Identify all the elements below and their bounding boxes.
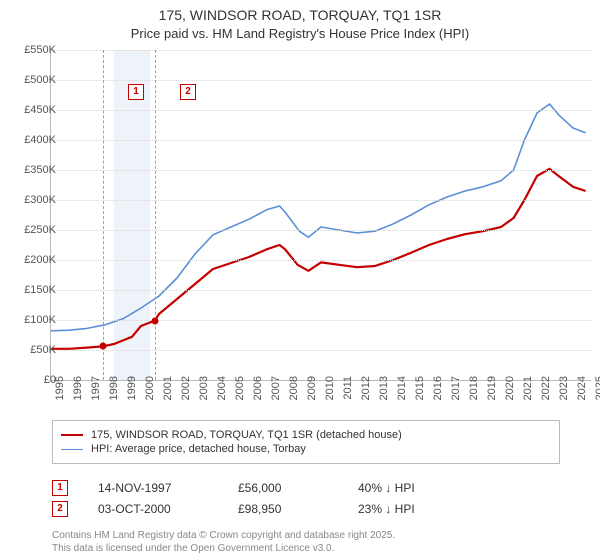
- x-axis-tick-label: 2005: [234, 376, 246, 416]
- sale-date-2: 03-OCT-2000: [98, 502, 208, 516]
- gridline-h: [51, 230, 591, 231]
- x-axis-tick-label: 2025: [594, 376, 600, 416]
- gridline-h: [51, 350, 591, 351]
- y-axis-tick-label: £400K: [24, 134, 56, 146]
- sale-price-2: £98,950: [238, 502, 328, 516]
- gridline-h: [51, 290, 591, 291]
- x-axis-tick-label: 1996: [72, 376, 84, 416]
- legend-item-hpi: HPI: Average price, detached house, Torb…: [61, 443, 551, 455]
- footer-line-1: Contains HM Land Registry data © Crown c…: [52, 530, 395, 543]
- x-axis-tick-label: 2014: [396, 376, 408, 416]
- legend-item-price-paid: 175, WINDSOR ROAD, TORQUAY, TQ1 1SR (det…: [61, 429, 551, 441]
- y-axis-tick-label: £300K: [24, 194, 56, 206]
- series-line-hpi: [51, 104, 586, 331]
- sale-row-2: 2 03-OCT-2000 £98,950 23% ↓ HPI: [52, 501, 542, 517]
- x-axis-tick-label: 2019: [486, 376, 498, 416]
- series-line-price_paid: [51, 169, 586, 349]
- y-axis-tick-label: £350K: [24, 164, 56, 176]
- x-axis-tick-label: 2008: [288, 376, 300, 416]
- x-axis-tick-label: 2016: [432, 376, 444, 416]
- gridline-h: [51, 50, 591, 51]
- x-axis-tick-label: 2020: [504, 376, 516, 416]
- x-axis-tick-label: 1998: [108, 376, 120, 416]
- y-axis-tick-label: £200K: [24, 254, 56, 266]
- x-axis-tick-label: 1997: [90, 376, 102, 416]
- x-axis-tick-label: 2004: [216, 376, 228, 416]
- sale-hpi-delta-1: 40% ↓ HPI: [358, 481, 415, 495]
- sale-marker-2: 2: [52, 501, 68, 517]
- legend-label-hpi: HPI: Average price, detached house, Torb…: [91, 443, 306, 455]
- x-axis-tick-label: 2021: [522, 376, 534, 416]
- legend-swatch-price-paid: [61, 434, 83, 436]
- sale-marker-box-2: 2: [180, 84, 196, 100]
- sale-price-1: £56,000: [238, 481, 328, 495]
- y-axis-tick-label: £250K: [24, 224, 56, 236]
- x-axis-tick-label: 2012: [360, 376, 372, 416]
- sales-table: 1 14-NOV-1997 £56,000 40% ↓ HPI 2 03-OCT…: [52, 475, 542, 522]
- y-axis-tick-label: £500K: [24, 74, 56, 86]
- x-axis-tick-label: 2022: [540, 376, 552, 416]
- gridline-h: [51, 200, 591, 201]
- sale-point-marker: [99, 343, 106, 350]
- y-axis-tick-label: £150K: [24, 284, 56, 296]
- legend-label-price-paid: 175, WINDSOR ROAD, TORQUAY, TQ1 1SR (det…: [91, 429, 402, 441]
- x-axis-tick-label: 2024: [576, 376, 588, 416]
- x-axis-tick-label: 2010: [324, 376, 336, 416]
- title-line-2: Price paid vs. HM Land Registry's House …: [4, 25, 596, 43]
- x-axis-tick-label: 1999: [126, 376, 138, 416]
- sale-date-guideline: [155, 50, 156, 380]
- x-axis-tick-label: 2018: [468, 376, 480, 416]
- x-axis-tick-label: 2011: [342, 376, 354, 416]
- sale-marker-1: 1: [52, 480, 68, 496]
- x-axis-tick-label: 2003: [198, 376, 210, 416]
- x-axis-tick-label: 2015: [414, 376, 426, 416]
- x-axis-tick-label: 2001: [162, 376, 174, 416]
- gridline-h: [51, 140, 591, 141]
- legend-box: 175, WINDSOR ROAD, TORQUAY, TQ1 1SR (det…: [52, 420, 560, 464]
- x-axis-tick-label: 2013: [378, 376, 390, 416]
- chart-title: 175, WINDSOR ROAD, TORQUAY, TQ1 1SR Pric…: [0, 0, 600, 44]
- gridline-h: [51, 260, 591, 261]
- gridline-h: [51, 80, 591, 81]
- sale-date-guideline: [103, 50, 104, 380]
- x-axis-tick-label: 2023: [558, 376, 570, 416]
- x-axis-tick-label: 2002: [180, 376, 192, 416]
- y-axis-tick-label: £550K: [24, 44, 56, 56]
- gridline-h: [51, 170, 591, 171]
- x-axis-tick-label: 2017: [450, 376, 462, 416]
- legend-swatch-hpi: [61, 449, 83, 450]
- chart-plot-area: 12: [50, 50, 591, 381]
- x-axis-tick-label: 2006: [252, 376, 264, 416]
- x-axis-tick-label: 2000: [144, 376, 156, 416]
- y-axis-tick-label: £450K: [24, 104, 56, 116]
- x-axis-tick-label: 2009: [306, 376, 318, 416]
- sale-marker-box-1: 1: [128, 84, 144, 100]
- gridline-h: [51, 320, 591, 321]
- x-axis-tick-label: 2007: [270, 376, 282, 416]
- attribution-footer: Contains HM Land Registry data © Crown c…: [52, 530, 395, 555]
- y-axis-tick-label: £50K: [30, 344, 56, 356]
- gridline-h: [51, 110, 591, 111]
- sale-hpi-delta-2: 23% ↓ HPI: [358, 502, 415, 516]
- sale-row-1: 1 14-NOV-1997 £56,000 40% ↓ HPI: [52, 480, 542, 496]
- sale-point-marker: [151, 317, 158, 324]
- x-axis-tick-label: 1995: [54, 376, 66, 416]
- y-axis-tick-label: £100K: [24, 314, 56, 326]
- sale-date-1: 14-NOV-1997: [98, 481, 208, 495]
- title-line-1: 175, WINDSOR ROAD, TORQUAY, TQ1 1SR: [4, 6, 596, 25]
- footer-line-2: This data is licensed under the Open Gov…: [52, 543, 395, 556]
